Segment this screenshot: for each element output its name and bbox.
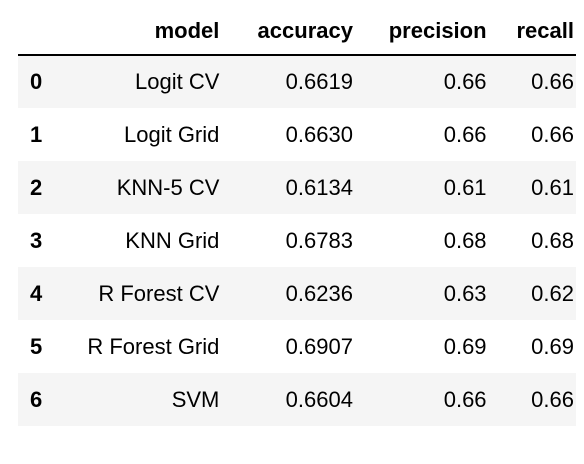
cell-recall: 0.62 — [531, 280, 574, 306]
cell-recall: 0.61 — [531, 174, 574, 200]
cell-model: R Forest CV — [98, 280, 220, 306]
cell-accuracy: 0.6619 — [285, 69, 353, 94]
column-header-model: model — [63, 8, 220, 56]
dataframe-output: model accuracy precision recall 0 Logit … — [18, 8, 576, 426]
row-index: 5 — [30, 333, 43, 359]
cell-precision: 0.66 — [443, 69, 487, 94]
cell-model: R Forest Grid — [87, 333, 220, 359]
cell-model: KNN-5 CV — [116, 174, 220, 200]
row-index: 1 — [30, 121, 43, 147]
table-row: 6 SVM 0.6604 0.66 0.66 — [18, 373, 576, 426]
results-table: model accuracy precision recall 0 Logit … — [18, 8, 576, 426]
row-index: 2 — [30, 174, 43, 200]
row-index: 6 — [30, 386, 43, 412]
row-index: 3 — [30, 227, 43, 253]
cell-model: SVM — [171, 386, 220, 412]
cell-recall: 0.69 — [531, 333, 574, 359]
cell-accuracy: 0.6604 — [285, 386, 353, 412]
column-header-recall: recall — [486, 8, 576, 56]
cell-precision: 0.66 — [443, 386, 487, 412]
column-header-accuracy: accuracy — [219, 8, 353, 56]
column-header-precision: precision — [352, 8, 487, 56]
cell-recall: 0.66 — [531, 386, 574, 412]
table-row: 1 Logit Grid 0.6630 0.66 0.66 — [18, 108, 576, 161]
table-row: 5 R Forest Grid 0.6907 0.69 0.69 — [18, 320, 576, 373]
cell-precision: 0.61 — [443, 174, 487, 200]
cell-accuracy: 0.6134 — [285, 174, 353, 200]
cell-precision: 0.69 — [443, 333, 487, 359]
row-index: 4 — [30, 280, 43, 306]
table-row: 3 KNN Grid 0.6783 0.68 0.68 — [18, 214, 576, 267]
cell-accuracy: 0.6630 — [285, 121, 353, 147]
cell-recall: 0.66 — [531, 121, 574, 147]
cell-model: Logit CV — [135, 69, 220, 94]
cell-accuracy: 0.6907 — [285, 333, 353, 359]
cell-precision: 0.68 — [443, 227, 487, 253]
index-header — [18, 8, 64, 56]
header-row: model accuracy precision recall — [18, 8, 576, 56]
cell-accuracy: 0.6783 — [285, 227, 353, 253]
cell-recall: 0.68 — [531, 227, 574, 253]
table-row: 4 R Forest CV 0.6236 0.63 0.62 — [18, 267, 576, 320]
cell-accuracy: 0.6236 — [285, 280, 353, 306]
cell-precision: 0.63 — [443, 280, 487, 306]
cell-model: Logit Grid — [124, 121, 220, 147]
cell-recall: 0.66 — [531, 69, 574, 94]
row-index: 0 — [30, 69, 43, 94]
cell-model: KNN Grid — [125, 227, 220, 253]
table-row: 2 KNN-5 CV 0.6134 0.61 0.61 — [18, 161, 576, 214]
cell-precision: 0.66 — [443, 121, 487, 147]
table-row: 0 Logit CV 0.6619 0.66 0.66 — [18, 55, 576, 108]
